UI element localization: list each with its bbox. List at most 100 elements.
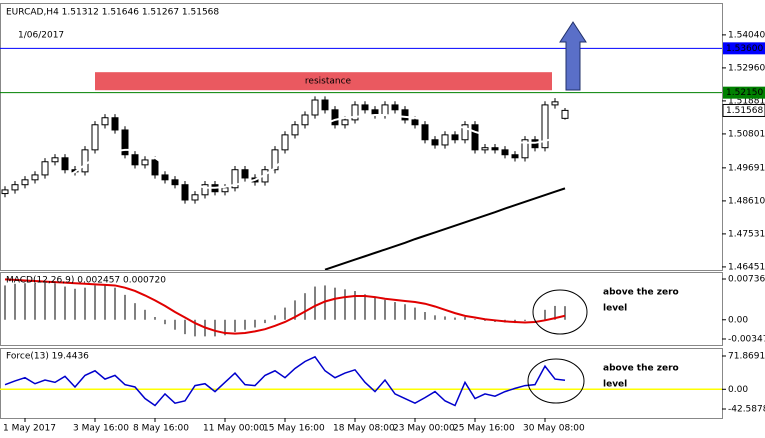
x-tick-label: 23 May 00:00	[393, 424, 455, 434]
highlight-ellipse	[527, 358, 585, 404]
candle-body	[411, 119, 419, 126]
candle-body	[131, 154, 139, 166]
candle-body	[541, 104, 549, 149]
annotation: level	[603, 304, 627, 314]
panel-title: EURCAD,H4 1.51312 1.51646 1.51267 1.5156…	[6, 8, 219, 18]
candle-body	[11, 184, 19, 191]
highlight-ellipse	[532, 289, 588, 335]
candle-body	[331, 109, 339, 126]
annotation: above the zero	[603, 364, 679, 374]
candle-body	[391, 104, 399, 111]
y-tick-label: 1.48610	[728, 196, 765, 206]
y-tick-label: 1.49691	[728, 163, 765, 173]
y-tick-label: 71.8691	[728, 352, 765, 362]
plot	[0, 47, 722, 270]
candle-body	[191, 194, 199, 201]
candle-body	[461, 124, 469, 141]
candle-body	[291, 124, 299, 136]
candle-body	[201, 184, 209, 196]
candle-body	[321, 99, 329, 111]
y-tick-label: 0.00	[728, 385, 748, 395]
panel-title: Force(13) 19.4436	[6, 352, 89, 362]
candle-body	[501, 149, 509, 156]
candle-body	[511, 154, 519, 159]
y-tick-label: 1.46451	[728, 262, 765, 272]
content: 1.54040 1.52960 1.51881 1.50801 1.49691 1.486…	[0, 8, 765, 434]
candle-body	[151, 159, 159, 176]
y-tick-label: -42.5878	[728, 405, 765, 415]
x-tick-label: 3 May 16:00	[73, 424, 129, 434]
zone-label: resistance	[305, 77, 352, 87]
candle-body	[111, 117, 119, 131]
candle-body	[481, 147, 489, 151]
x-tick-label: 11 May 00:00	[203, 424, 265, 434]
annotation: above the zero	[603, 288, 679, 298]
level-label: 1.53600	[726, 44, 763, 54]
candle-body	[91, 124, 99, 151]
x-tick-label: 18 May 08:00	[333, 424, 395, 434]
candle-body	[381, 104, 389, 116]
candle-body	[351, 104, 359, 121]
candle-body	[171, 179, 179, 186]
panel-title: MACD(12,26,9) 0.002457 0.000720	[6, 276, 166, 286]
candle-body	[41, 161, 49, 176]
price-label: 1.51568	[726, 106, 763, 116]
date-label: 1/06/2017	[18, 31, 64, 41]
y-tick-label: 0.00	[728, 315, 748, 325]
candle-body	[431, 139, 439, 146]
candle-body	[311, 99, 319, 116]
candle-body	[161, 174, 169, 181]
y-tick-label: 1.47531	[728, 229, 765, 239]
x-tick-label: 8 May 16:00	[133, 424, 189, 434]
up-arrow	[559, 21, 587, 91]
macd-panel	[0, 272, 723, 346]
y-tick-label: 1.54040	[728, 30, 765, 40]
x-tick-label: 25 May 16:00	[453, 424, 515, 434]
candle-body	[21, 179, 29, 186]
y-tick-label: 1.52960	[728, 63, 765, 73]
candle-body	[451, 134, 459, 141]
candle-body	[341, 119, 349, 126]
y-tick-label: 0.007364	[728, 275, 765, 285]
candle-body	[491, 147, 499, 151]
candle-body	[31, 174, 39, 181]
candle-body	[181, 184, 189, 201]
candle-body	[231, 169, 239, 189]
moving-average	[324, 187, 566, 270]
annotation: level	[603, 380, 627, 390]
candle-body	[121, 129, 129, 156]
candle-body	[101, 117, 109, 126]
candle-body	[521, 139, 529, 159]
candle-body	[81, 149, 89, 173]
plot	[0, 355, 722, 407]
candle-body	[271, 149, 279, 171]
candle-body	[51, 157, 59, 163]
force-panel	[0, 348, 723, 419]
x-tick-label: 30 May 08:00	[523, 424, 585, 434]
level-label-box	[723, 42, 765, 55]
candle-body	[471, 124, 479, 151]
x-tick-label: 1 May 2017	[3, 424, 56, 434]
candle-body	[281, 134, 289, 151]
candle-body	[441, 134, 449, 146]
candle-body	[421, 124, 429, 141]
level-label-box	[723, 86, 765, 99]
candle-body	[61, 157, 69, 171]
price-label-box	[722, 103, 765, 117]
y-tick-label: -0.003473	[728, 334, 765, 344]
candle-body	[361, 104, 369, 111]
level-label: 1.52150	[726, 88, 763, 98]
force-line	[4, 355, 566, 407]
y-tick-label: 1.50801	[728, 129, 765, 139]
candle-body	[401, 109, 409, 121]
candle-body	[561, 109, 569, 119]
candle-body	[241, 169, 249, 179]
price-panel	[0, 3, 723, 271]
candle-body	[141, 159, 149, 166]
x-tick-label: 15 May 16:00	[263, 424, 325, 434]
y-tick-label: 1.51881	[728, 96, 765, 106]
candle-body	[301, 114, 309, 126]
candle-body	[221, 187, 229, 193]
moving-average	[4, 113, 566, 201]
